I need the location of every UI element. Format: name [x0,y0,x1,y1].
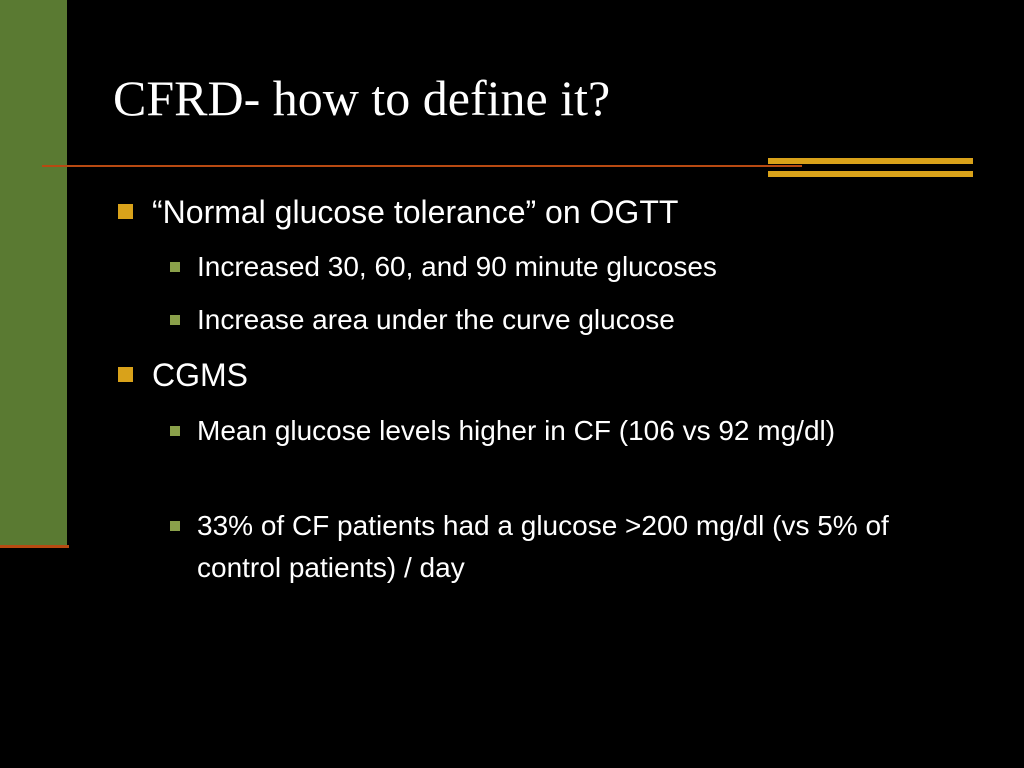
sub-bullet [170,315,180,325]
sidebar-line [0,545,69,548]
accent-bar [768,171,973,177]
sub-bullet-text: 33% of CF patients had a glucose >200 mg… [197,510,889,583]
bullet-text: CGMS [152,357,248,393]
sidebar [0,0,67,545]
bullet [118,367,133,382]
sub-bullet-text: Mean glucose levels higher in CF (106 vs… [197,415,836,446]
sub-bullet [170,426,180,436]
sub-bullet [170,262,180,272]
sub-bullet-text: Increase area under the curve glucose [197,304,675,335]
sub-bullet [170,521,180,531]
bullet [118,204,133,219]
accent-bar [768,158,973,164]
sub-bullet-text: Increased 30, 60, and 90 minute glucoses [197,251,717,282]
title-rule [42,165,802,167]
slide-title: CFRD- how to define it? [113,70,611,126]
bullet-text: “Normal glucose tolerance” on OGTT [152,194,679,230]
